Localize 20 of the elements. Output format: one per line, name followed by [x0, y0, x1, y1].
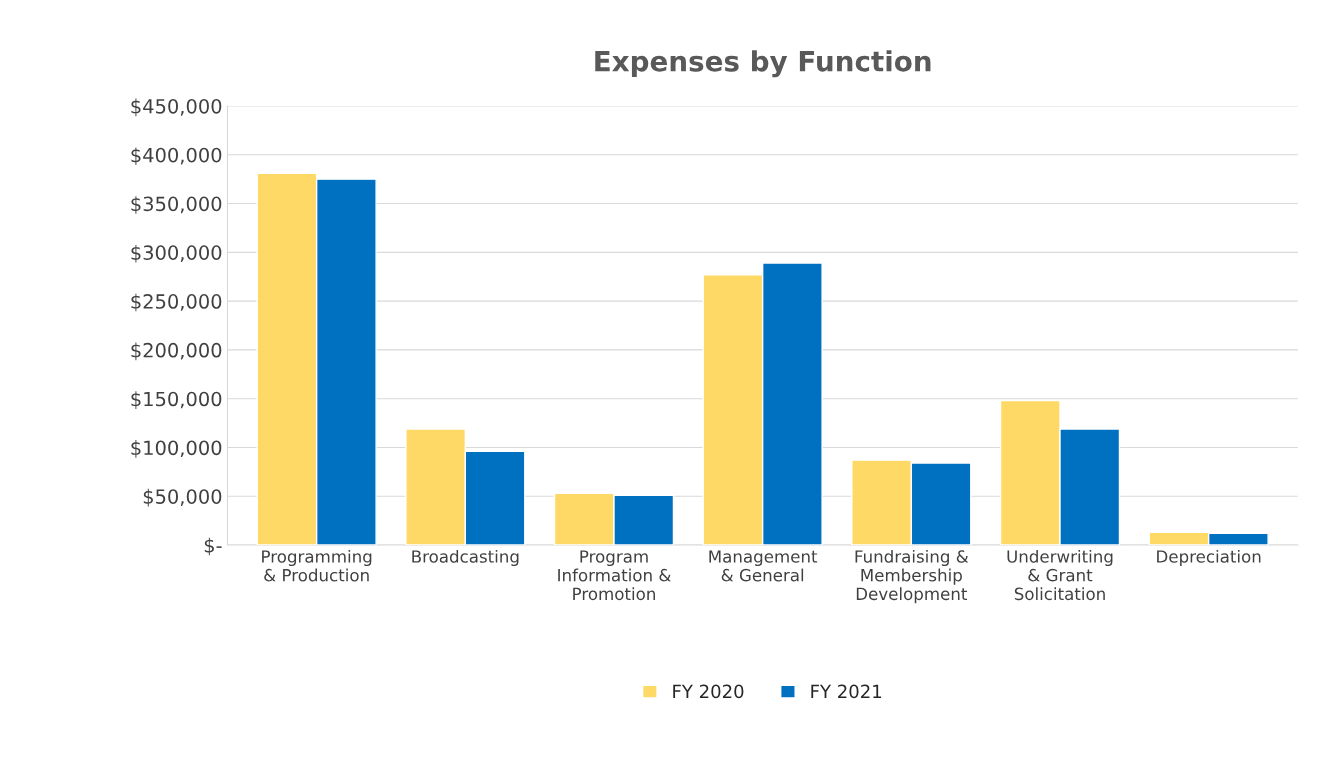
y-tick-label: $100,000	[131, 440, 222, 458]
y-tick-label: $50,000	[143, 488, 222, 507]
y-tick-label: $-	[204, 537, 222, 556]
y-tick-label: $250,000	[131, 293, 222, 312]
legend-label: FY 2020	[673, 684, 744, 699]
x-tick-label: Underwriting & Grant Solicitation	[1007, 549, 1113, 601]
y-tick-label: $350,000	[131, 196, 222, 214]
y-tick-label: $200,000	[131, 342, 222, 361]
x-tick-label: Program Information & Promotion	[558, 550, 671, 601]
x-tick-label: Management & General	[709, 550, 818, 582]
legend-label: FY 2021	[811, 684, 882, 699]
y-tick-label: $400,000	[131, 147, 222, 166]
y-tick-label: $150,000	[131, 391, 222, 409]
x-tick-label: Depreciation	[1157, 549, 1261, 567]
x-tick-label: Programming & Production	[262, 549, 372, 582]
y-tick-label: $450,000	[131, 98, 222, 117]
x-tick-label: Broadcasting	[412, 549, 519, 567]
chart-title: Expenses by Function	[595, 50, 931, 78]
y-tick-label: $300,000	[131, 244, 222, 263]
x-tick-label: Fundraising & Membership Development	[855, 549, 969, 604]
